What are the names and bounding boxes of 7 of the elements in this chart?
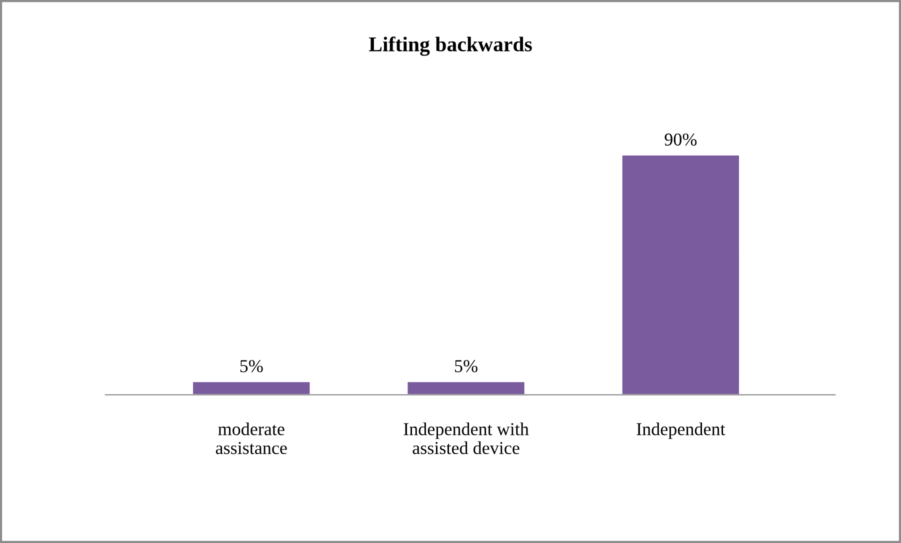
- x-tick-label: moderate assistance: [216, 422, 287, 454]
- data-label: 90%: [664, 133, 697, 146]
- data-label: 5%: [240, 360, 263, 372]
- data-label: 5%: [455, 360, 478, 372]
- x-tick-label: Independent: [636, 422, 726, 439]
- chart-title: Lifting backwards: [368, 36, 532, 56]
- x-tick-label: Independent with assisted device: [404, 422, 529, 454]
